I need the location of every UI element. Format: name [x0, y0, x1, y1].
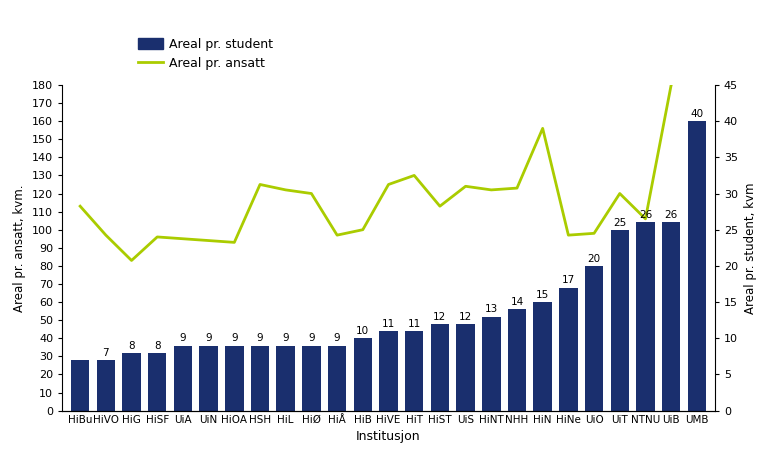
Bar	[636, 222, 655, 411]
Bar	[200, 346, 218, 411]
Bar	[379, 331, 398, 411]
Text: 25: 25	[613, 218, 626, 228]
Text: 14: 14	[510, 297, 524, 307]
Bar	[354, 338, 372, 411]
Text: 7: 7	[103, 348, 109, 358]
Bar	[251, 346, 270, 411]
Y-axis label: Areal pr. student, kvm: Areal pr. student, kvm	[744, 182, 757, 313]
Bar	[688, 121, 706, 411]
Bar	[302, 346, 321, 411]
Text: 8: 8	[154, 341, 161, 351]
Text: 15: 15	[536, 290, 549, 300]
Bar	[430, 324, 449, 411]
Bar	[507, 309, 526, 411]
Bar	[148, 353, 166, 411]
Legend: Areal pr. student, Areal pr. ansatt: Areal pr. student, Areal pr. ansatt	[133, 33, 278, 75]
Y-axis label: Areal pr. ansatt, kvm.: Areal pr. ansatt, kvm.	[13, 184, 26, 312]
Text: 13: 13	[485, 304, 498, 314]
Bar	[277, 346, 295, 411]
Bar	[71, 360, 89, 411]
Text: 20: 20	[587, 254, 601, 264]
Text: 9: 9	[308, 333, 315, 343]
Text: 9: 9	[256, 333, 263, 343]
Text: 9: 9	[231, 333, 238, 343]
Text: 11: 11	[382, 319, 395, 329]
Bar	[225, 346, 243, 411]
Text: 9: 9	[205, 333, 212, 343]
Bar	[611, 230, 629, 411]
Bar	[405, 331, 423, 411]
Bar	[585, 266, 603, 411]
Bar	[328, 346, 347, 411]
Text: 40: 40	[690, 109, 703, 119]
Text: 8: 8	[128, 341, 135, 351]
Bar	[662, 222, 681, 411]
Text: 12: 12	[434, 312, 447, 321]
Bar	[122, 353, 141, 411]
Text: 9: 9	[334, 333, 340, 343]
Bar	[559, 287, 577, 411]
Text: 10: 10	[356, 326, 369, 336]
Text: 17: 17	[562, 276, 575, 286]
Bar	[534, 302, 552, 411]
Bar	[456, 324, 475, 411]
Text: 9: 9	[179, 333, 186, 343]
Bar	[482, 317, 500, 411]
Text: 12: 12	[459, 312, 472, 321]
X-axis label: Institusjon: Institusjon	[356, 430, 421, 443]
Text: 9: 9	[282, 333, 289, 343]
Bar	[96, 360, 115, 411]
Bar	[174, 346, 192, 411]
Text: 11: 11	[408, 319, 421, 329]
Text: 26: 26	[639, 211, 652, 220]
Text: 26: 26	[664, 211, 678, 220]
